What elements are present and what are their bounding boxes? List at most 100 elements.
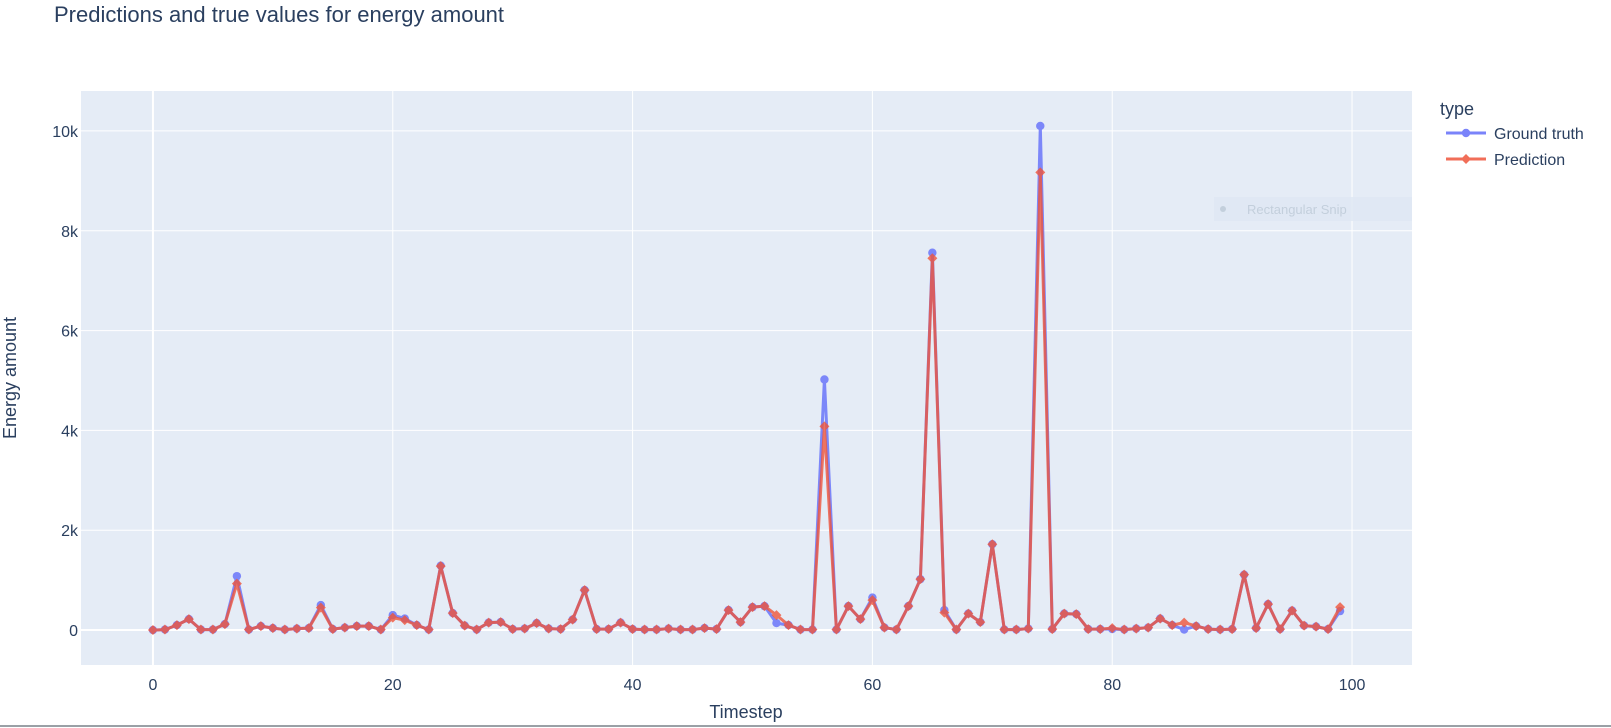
- data-point: [315, 602, 326, 613]
- plot-area: [81, 91, 1412, 665]
- data-point: [1179, 617, 1190, 628]
- data-point: [159, 624, 170, 635]
- data-point: [951, 624, 962, 635]
- data-point: [267, 623, 278, 634]
- data-point: [1263, 599, 1274, 610]
- data-point: [591, 624, 602, 635]
- data-point: [627, 624, 638, 635]
- y-tick-label: 8k: [61, 224, 79, 241]
- data-point: [1191, 621, 1202, 632]
- data-point: [879, 622, 890, 633]
- data-point: [579, 585, 590, 596]
- snip-label: Rectangular Snip: [1247, 202, 1347, 217]
- data-point: [232, 571, 242, 581]
- data-point: [987, 539, 998, 550]
- data-point: [699, 623, 710, 634]
- data-point: [1203, 624, 1214, 635]
- legend-item-ground-truth[interactable]: [1446, 128, 1486, 138]
- data-point: [1011, 624, 1022, 635]
- legend-item-prediction[interactable]: [1446, 154, 1486, 164]
- data-point: [483, 617, 494, 628]
- data-point: [195, 624, 206, 635]
- data-point: [327, 624, 338, 635]
- data-point: [519, 623, 530, 634]
- data-point: [1107, 623, 1118, 634]
- data-point: [687, 624, 698, 635]
- data-point: [471, 624, 482, 635]
- data-point: [1131, 623, 1142, 634]
- y-tick-label: 10k: [52, 124, 79, 141]
- data-point: [1311, 621, 1322, 632]
- data-point: [1143, 622, 1154, 633]
- data-point: [1036, 121, 1045, 131]
- y-tick-label: 0: [69, 623, 78, 640]
- y-tick-label: 2k: [61, 523, 79, 540]
- series-layer: [147, 121, 1346, 636]
- legend-swatch-marker: [1461, 128, 1471, 138]
- data-point: [1239, 569, 1250, 580]
- y-tick-label: 6k: [61, 324, 79, 341]
- legend-swatch-marker: [1461, 154, 1471, 164]
- data-point: [447, 608, 458, 619]
- data-point: [1095, 624, 1106, 635]
- data-point: [555, 624, 566, 635]
- data-point: [1227, 624, 1238, 635]
- data-point: [675, 624, 686, 635]
- data-point: [975, 617, 986, 628]
- data-point: [279, 624, 290, 635]
- data-point: [939, 607, 950, 618]
- x-tick-label: 60: [864, 677, 882, 694]
- grid: [81, 91, 1412, 665]
- data-point: [1083, 624, 1094, 635]
- x-tick-label: 20: [384, 677, 402, 694]
- data-point: [820, 375, 829, 384]
- data-point: [183, 614, 194, 625]
- data-point: [399, 615, 410, 626]
- x-axis-title: Timestep: [709, 702, 782, 722]
- data-point: [928, 248, 937, 257]
- x-tick-label: 0: [148, 677, 157, 694]
- data-point: [999, 624, 1010, 635]
- data-point: [795, 624, 806, 635]
- data-point: [435, 561, 446, 572]
- data-point: [663, 623, 674, 634]
- data-point: [735, 617, 746, 628]
- data-point: [339, 622, 350, 633]
- legend-label: Prediction: [1494, 152, 1565, 169]
- data-point: [567, 614, 578, 625]
- data-point: [507, 624, 518, 635]
- data-point: [807, 624, 818, 635]
- x-tick-label: 40: [624, 677, 642, 694]
- data-point: [1059, 608, 1070, 619]
- data-point: [1167, 620, 1178, 631]
- y-tick-label: 4k: [61, 423, 79, 440]
- x-tick-label: 80: [1103, 677, 1121, 694]
- data-point: [843, 601, 854, 612]
- data-point: [423, 624, 434, 635]
- data-point: [783, 620, 794, 631]
- data-point: [615, 617, 626, 628]
- chart-title: Predictions and true values for energy a…: [54, 2, 504, 27]
- data-point: [819, 421, 830, 432]
- legend-title: type: [1440, 99, 1474, 119]
- legend-label: Ground truth: [1494, 126, 1584, 143]
- legend: type Ground truth Prediction: [1440, 99, 1584, 169]
- data-point: [772, 618, 781, 628]
- data-point: [891, 624, 902, 635]
- data-point: [1023, 623, 1034, 634]
- data-point: [303, 623, 314, 634]
- data-point: [387, 612, 398, 623]
- rectangular-snip-overlay: Rectangular Snip: [1214, 197, 1412, 221]
- data-point: [255, 621, 266, 632]
- data-point: [531, 618, 542, 629]
- data-point: [243, 624, 254, 635]
- data-point: [855, 614, 866, 625]
- data-point: [915, 574, 926, 585]
- series-line: [152, 170, 1342, 632]
- bottom-divider: [0, 725, 1611, 727]
- data-point: [1119, 624, 1130, 635]
- data-point: [231, 578, 242, 589]
- data-point: [1035, 167, 1046, 178]
- data-point: [1323, 624, 1334, 635]
- data-point: [147, 625, 158, 636]
